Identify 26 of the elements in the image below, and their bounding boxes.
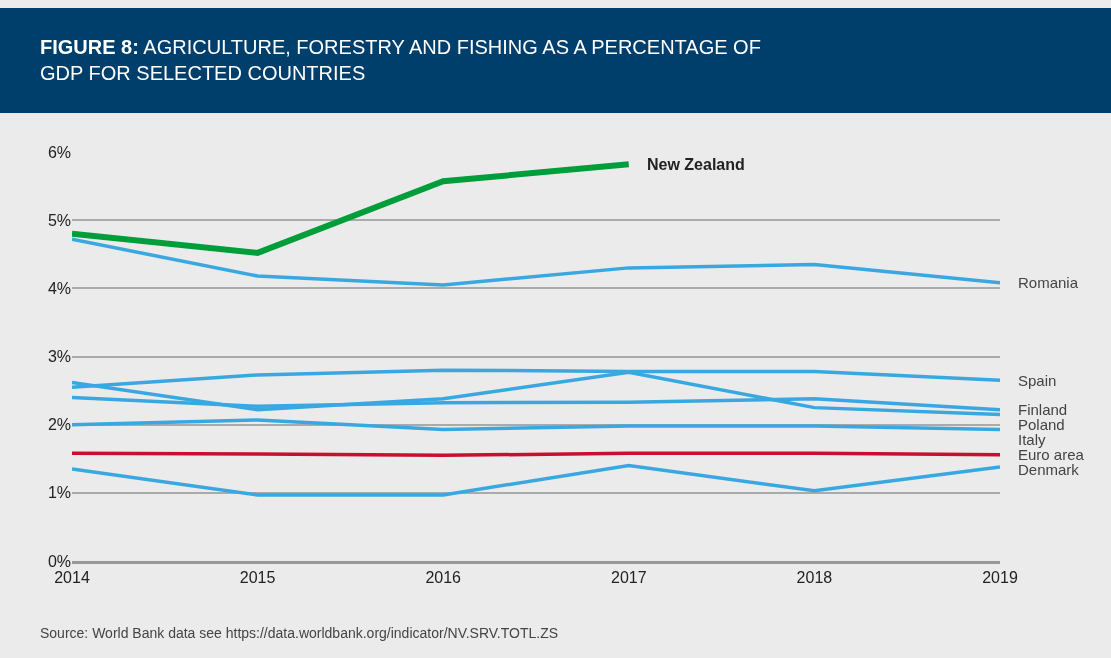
line-series [72,463,1000,497]
series-label: Finland [1018,401,1068,418]
line-series [72,370,1000,417]
y-tick-label: 4% [47,279,71,297]
series-label: Denmark [1018,461,1080,478]
x-tick-label: 2019 [982,569,1018,587]
series-label: Italy [1018,431,1047,448]
chart-title: FIGURE 8: AGRICULTURE, FORESTRY AND FISHING AS A PERCENTAGE OF GDP FOR SELECTED COUNTRIES [40,36,761,84]
y-tick-label: 2% [47,416,71,434]
source-note: Source: World Bank data see https://data.worldbank.org/indicator/NV.SRV.TOTL.ZS [40,625,559,641]
y-tick-label: 3% [47,348,71,366]
series-label: Poland [1018,416,1065,433]
line-series [72,237,1000,287]
x-tick-label: 2016 [425,569,462,587]
y-tick-label: 6% [47,143,71,161]
x-tick-label: 2018 [796,569,833,587]
series-label: New Zealand [647,156,745,173]
x-tick-label: 2014 [54,569,90,587]
line-series [72,418,1000,432]
x-tick-label: 2015 [239,569,276,587]
y-tick-label: 5% [47,211,71,229]
x-tick-label: 2017 [611,569,647,587]
y-tick-label: 1% [47,484,71,502]
series-label: Spain [1018,372,1057,389]
y-tick-label: 0% [47,552,71,570]
series-label: Romania [1018,274,1079,291]
